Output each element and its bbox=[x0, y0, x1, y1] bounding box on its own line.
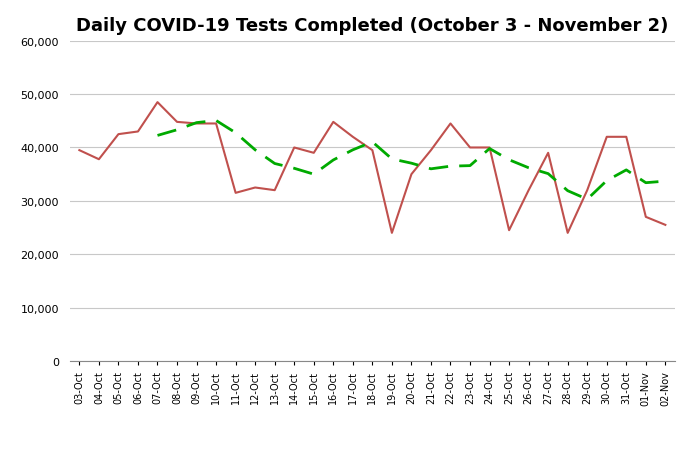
Title: Daily COVID-19 Tests Completed (October 3 - November 2): Daily COVID-19 Tests Completed (October … bbox=[76, 17, 669, 35]
